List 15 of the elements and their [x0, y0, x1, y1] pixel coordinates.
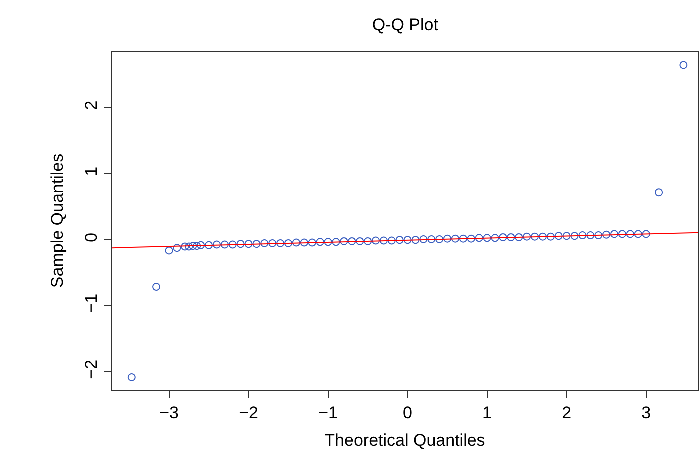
x-tick-label: −2	[239, 403, 258, 422]
chart-title: Q-Q Plot	[372, 15, 439, 34]
x-axis-title: Theoretical Quantiles	[324, 430, 486, 450]
x-tick-label: 1	[482, 403, 492, 422]
x-tick-label: 0	[403, 403, 413, 422]
x-tick-label: −3	[160, 403, 179, 422]
y-tick-label: 1	[82, 166, 102, 176]
y-tick-label: −1	[82, 294, 102, 314]
y-tick-label: 0	[82, 232, 102, 242]
y-tick-label: −2	[82, 360, 102, 380]
x-tick-label: 3	[642, 403, 652, 422]
x-tick-label: −1	[318, 403, 338, 422]
y-axis-title: Sample Quantiles	[48, 154, 67, 288]
y-tick-label: 2	[82, 100, 102, 110]
x-tick-label: 2	[562, 403, 572, 422]
